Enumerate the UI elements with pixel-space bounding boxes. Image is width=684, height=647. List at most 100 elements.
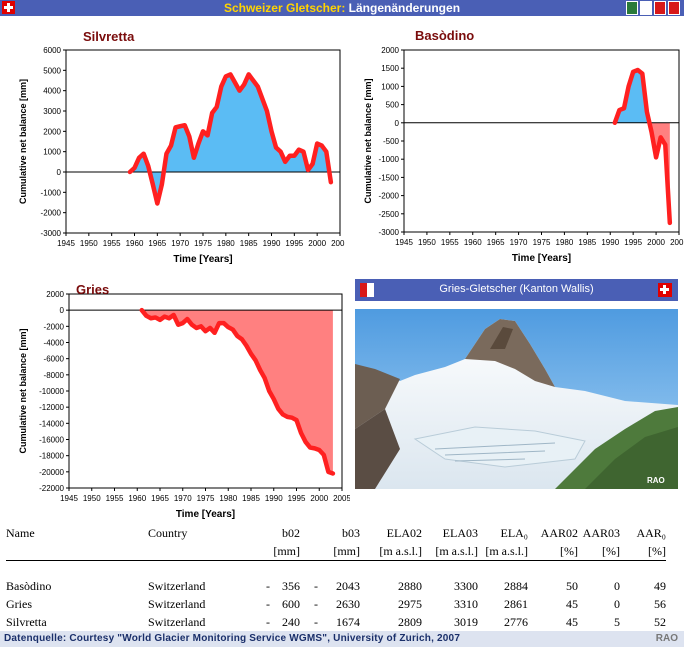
data-point: [181, 321, 185, 325]
data-point: [313, 446, 317, 450]
table-cell: 600: [282, 596, 300, 611]
data-point: [158, 318, 162, 322]
table-cell: 2630: [336, 596, 360, 611]
x-tick-label: 1960: [464, 238, 482, 247]
data-point: [163, 315, 167, 319]
table-header: AAR02: [540, 525, 578, 540]
y-tick-label: -8000: [44, 371, 65, 380]
x-tick-label: 1945: [57, 239, 75, 248]
data-point: [290, 416, 294, 420]
y-tick-label: 0: [395, 119, 400, 128]
data-point: [137, 156, 141, 160]
x-tick-label: 1975: [533, 238, 551, 247]
photo-credit: RAO: [647, 476, 665, 485]
table-cell: 2884: [504, 578, 528, 593]
data-point: [668, 221, 672, 225]
x-tick-label: 1980: [217, 239, 235, 248]
chart-title: Gries: [76, 282, 109, 297]
y-tick-label: -14000: [39, 419, 64, 428]
table-header: AAR₀: [636, 525, 666, 540]
table-header: Name: [6, 525, 35, 540]
area-fill-negative: [141, 310, 333, 474]
table-cell: 49: [654, 578, 666, 593]
data-point: [265, 109, 269, 113]
data-point: [288, 154, 292, 158]
x-tick-label: 1995: [624, 238, 642, 247]
data-point: [331, 471, 335, 475]
x-tick-label: 1975: [194, 239, 212, 248]
x-tick-label: 1970: [174, 494, 192, 503]
data-point: [279, 150, 283, 154]
y-tick-label: 2000: [43, 127, 61, 136]
x-tick-label: 1945: [395, 238, 413, 247]
table-unit: [%]: [560, 543, 578, 558]
x-tick-label: 1955: [441, 238, 459, 247]
data-point: [329, 180, 333, 184]
data-point: [178, 124, 182, 128]
x-tick-label: 1980: [556, 238, 574, 247]
x-tick-label: 1960: [128, 494, 146, 503]
data-point: [142, 152, 146, 156]
data-point: [267, 389, 271, 393]
table-cell: 240: [282, 614, 300, 629]
page-title: Schweizer Gletscher: Längenänderungen: [0, 1, 684, 15]
data-point: [217, 321, 221, 325]
data-point: [228, 72, 232, 76]
table-cell: 52: [654, 614, 666, 629]
data-point: [199, 324, 203, 328]
y-tick-label: -3000: [379, 228, 400, 237]
table-cell: 2880: [398, 578, 422, 593]
data-point: [631, 70, 635, 74]
x-tick-label: 1985: [578, 238, 596, 247]
table-header: b02: [282, 525, 300, 540]
table-cell: 2043: [336, 578, 360, 593]
data-point: [283, 160, 287, 164]
y-tick-label: 0: [57, 168, 62, 177]
table-unit: [%]: [602, 543, 620, 558]
data-point: [650, 130, 653, 134]
x-tick-label: 1965: [151, 494, 169, 503]
y-tick-label: -1000: [41, 188, 62, 197]
y-tick-label: 1500: [381, 64, 399, 73]
y-tick-label: -6000: [44, 355, 65, 364]
table-cell: Switzerland: [148, 596, 206, 611]
y-tick-label: 500: [386, 101, 400, 110]
data-point: [183, 123, 187, 127]
y-axis-label: Cumulative net balance [mm]: [18, 328, 28, 453]
data-point: [304, 440, 308, 444]
y-axis-label: Cumulative net balance [mm]: [18, 79, 28, 204]
data-point: [133, 166, 136, 170]
data-point: [627, 84, 631, 88]
table-cell: -: [314, 596, 318, 611]
data-point: [242, 83, 246, 87]
data-point: [140, 308, 144, 312]
y-tick-label: 2000: [381, 46, 399, 55]
data-point: [174, 125, 178, 129]
table-cell: 2809: [398, 614, 422, 629]
y-tick-label: 5000: [43, 66, 61, 75]
table-units-row: [mm] [mm] [m a.s.l.] [m a.s.l.] [m a.s.l…: [6, 542, 666, 561]
x-tick-label: 2000: [310, 494, 328, 503]
table-header: b03: [342, 525, 360, 540]
data-point: [226, 325, 230, 329]
table-cell: 3300: [454, 578, 478, 593]
data-point: [654, 155, 658, 159]
y-tick-label: -500: [383, 137, 400, 146]
data-point: [194, 326, 198, 330]
data-point: [276, 407, 280, 411]
y-tick-label: 6000: [43, 46, 61, 55]
data-point: [149, 316, 153, 320]
data-point: [160, 182, 164, 186]
table-header: Country: [148, 525, 188, 540]
data-point: [231, 328, 235, 332]
data-point: [222, 321, 226, 325]
x-tick-label: 2000: [308, 239, 326, 248]
data-point: [213, 331, 217, 335]
table-cell: 50: [566, 578, 578, 593]
data-point: [636, 68, 640, 72]
y-tick-label: 1000: [381, 82, 399, 91]
silvretta-chart: -3000 -2000 -1000 0 1000 2000 3000 4000 5000 6000…: [18, 29, 345, 265]
swiss-flag-icon: [2, 1, 15, 14]
y-tick-label: -22000: [39, 484, 64, 493]
x-axis-label: Time [Years]: [512, 253, 571, 264]
